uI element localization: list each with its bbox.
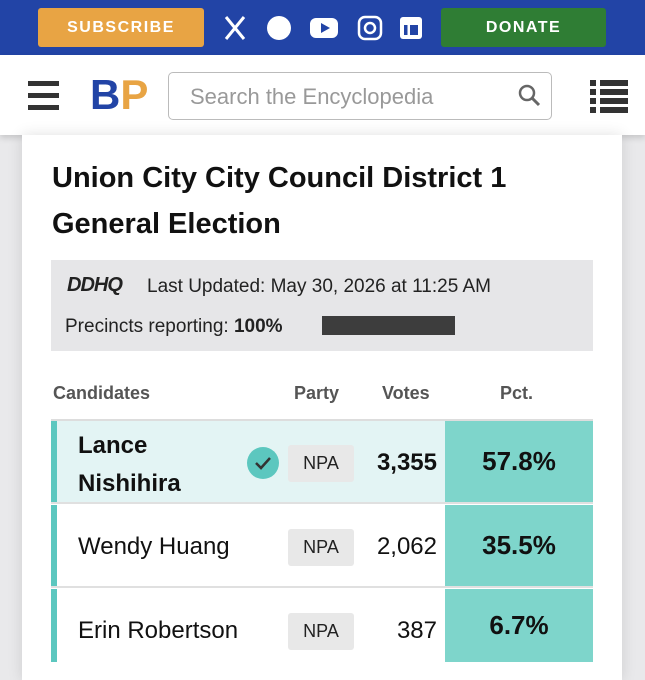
percent: 57.8% [445,421,593,502]
candidate-name: Lance Nishihira [78,432,181,497]
ddhq-logo: DDHQ [67,274,123,296]
party: NPA [288,613,354,650]
row-accent [51,421,57,502]
votes: 3,355 [376,449,437,476]
menu-icon[interactable] [28,80,59,111]
divider [51,419,593,421]
subscribe-button[interactable]: SUBSCRIBE [38,8,204,47]
search-box[interactable]: Search the Encyclopedia [168,72,552,120]
votes: 387 [396,617,437,644]
row-accent [51,589,57,662]
candidate-name: Wendy Huang [78,533,230,560]
percent: 35.5% [445,505,593,586]
column-header: Pct. [500,383,534,403]
table-row: Erin Robertson NPA 387 6.7% [51,589,593,662]
progress-bar [322,316,455,335]
candidate-name: Erin Robertson [78,617,239,644]
row-accent [51,505,57,586]
social-icons [224,15,422,41]
donate-button[interactable]: DONATE [441,8,606,47]
party: NPA [288,445,354,482]
table-row: Lance Nishihira NPA 3,355 57.8% [51,421,593,504]
facebook-icon[interactable] [267,16,291,40]
status-box: DDHQ Last Updated: May 30, 2026 at 11:25… [51,260,593,351]
table-row: Wendy Huang NPA 2,062 35.5% [51,505,593,588]
percent: 6.7% [445,589,593,662]
logo-b: B [90,71,121,118]
x-icon[interactable] [224,16,246,40]
precincts-value: 100% [233,316,283,337]
votes: 2,062 [376,533,437,560]
top-bar: SUBSCRIBE DONATE [0,0,645,55]
logo-p: P [120,71,149,118]
last-updated: Last Updated: May 30, 2026 at 11:25 AM [147,276,491,297]
logo[interactable]: BP [90,71,148,119]
column-header: Candidates [53,383,151,403]
instagram-icon[interactable] [357,15,383,41]
list-icon[interactable] [590,79,628,113]
page-title: Union City City Council District 1 Gener… [52,162,507,240]
precincts-label: Precincts reporting: [65,316,229,337]
column-header: Party [294,383,340,403]
winner-check [247,447,279,479]
column-header: Votes [382,383,430,403]
precincts: Precincts reporting: 100% [65,316,283,338]
header: BP Search the Encyclopedia [0,55,645,135]
party: NPA [288,529,354,566]
search-placeholder: Search the Encyclopedia [190,84,434,109]
search-icon[interactable] [517,83,541,107]
